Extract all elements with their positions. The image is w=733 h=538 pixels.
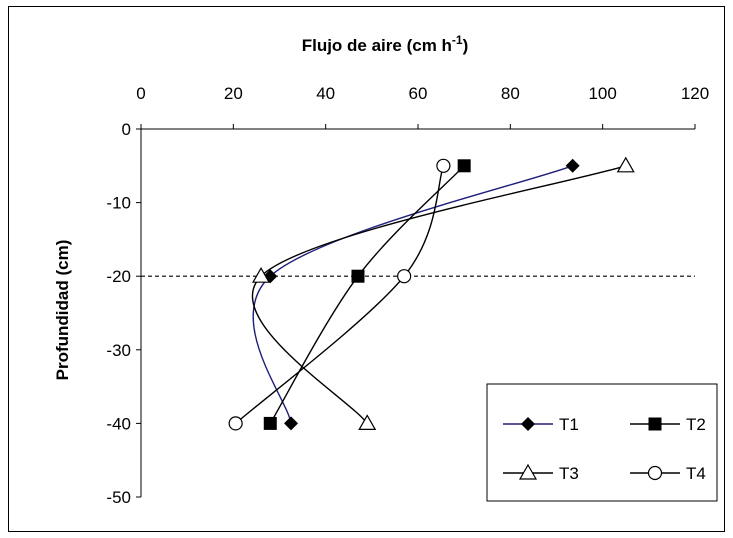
chart-title-superscript: -1 [452, 33, 463, 47]
x-tick-label: 0 [136, 84, 145, 103]
x-tick-label: 120 [681, 84, 709, 103]
legend-marker-t4 [647, 465, 663, 481]
chart-title-main: Flujo de aire (cm h [302, 36, 452, 55]
legend-box [486, 383, 718, 502]
y-axis-label: Profundidad (cm) [53, 240, 72, 381]
series-t2-point [351, 269, 365, 283]
legend-marker-t3 [518, 463, 538, 480]
y-tick-label: -10 [106, 194, 131, 213]
legend-label-t1: T1 [559, 415, 579, 434]
legend-label-t4: T4 [686, 464, 706, 483]
series-t3 [251, 156, 635, 430]
series-layer [228, 156, 635, 431]
series-t4-line [235, 165, 445, 424]
legend: T1 T2 T3 T4 [486, 383, 718, 502]
chart-title-close: ) [463, 36, 469, 55]
series-t2-point [457, 159, 471, 173]
x-tick-label: 60 [409, 84, 428, 103]
series-t4-point [228, 416, 243, 431]
x-tick-label: 40 [316, 84, 335, 103]
y-tick-label: -30 [106, 341, 131, 360]
series-t4-point [436, 158, 451, 173]
series-t2-point [263, 416, 277, 430]
x-tick-label: 20 [224, 84, 243, 103]
y-tick-label: 0 [122, 120, 131, 139]
x-tick-label: 80 [501, 84, 520, 103]
y-tick-label: -50 [106, 488, 131, 507]
series-t3-line [251, 165, 626, 424]
legend-marker-t2 [648, 417, 662, 431]
legend-marker-t1 [521, 417, 535, 431]
series-t3-point [251, 266, 271, 283]
series-t4 [228, 158, 451, 431]
series-t2-line [269, 165, 465, 424]
series-t1-point [565, 158, 580, 173]
series-t4-point [397, 269, 412, 284]
series-t3-point [616, 156, 635, 173]
chart-title: Flujo de aire (cm h-1) [302, 33, 469, 55]
y-tick-label: -20 [106, 267, 131, 286]
series-t2 [263, 159, 471, 430]
legend-label-t3: T3 [559, 464, 579, 483]
series-t3-point [358, 414, 377, 430]
series-t1-line [252, 165, 573, 424]
axes: 0 20 40 60 80 100 120 0 -10 -20 -30 -40 -50 [106, 84, 709, 507]
legend-label-t2: T2 [686, 415, 706, 434]
series-t1-point [284, 416, 299, 431]
x-tick-label: 100 [588, 84, 616, 103]
series-t1 [252, 158, 580, 431]
y-tick-label: -40 [106, 414, 131, 433]
